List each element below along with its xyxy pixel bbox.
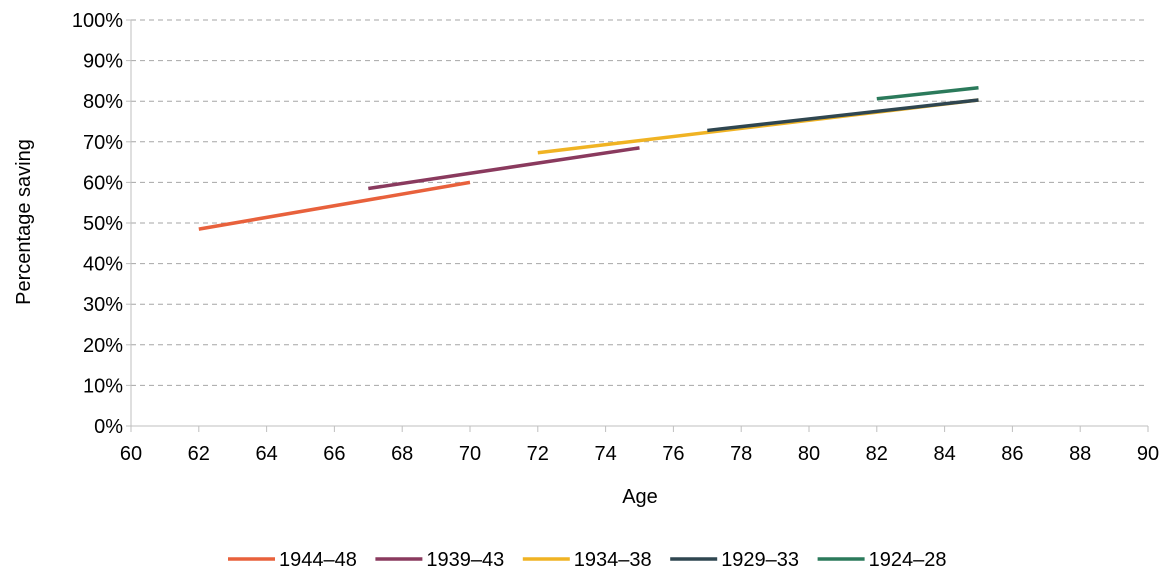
x-axis-title: Age <box>622 486 658 508</box>
x-tick-label: 80 <box>798 443 820 465</box>
legend: 1944–48 1939–43 1934–38 1929–33 1924–28 <box>228 549 946 571</box>
y-tick-label: 50% <box>83 213 123 235</box>
x-tick-label: 66 <box>323 443 345 465</box>
y-tick-label: 90% <box>83 51 123 73</box>
x-tick-label: 76 <box>662 443 684 465</box>
legend-item: 1924–28 <box>817 549 947 571</box>
legend-label: 1939–43 <box>426 549 504 571</box>
x-tick-label: 84 <box>933 443 955 465</box>
legend-item: 1944–48 <box>228 549 357 571</box>
y-tick-label: 20% <box>83 335 123 357</box>
x-tick-label: 72 <box>527 443 549 465</box>
y-tick-label: 100% <box>72 10 123 32</box>
legend-label: 1944–48 <box>279 549 357 571</box>
y-tick-label: 60% <box>83 172 123 194</box>
tick-labels: 0% 10% 20% 30% 40% 50% 60% 70% 80% 90% 100% 60 62 64 6… <box>72 10 1159 465</box>
legend-label: 1924–28 <box>869 549 947 571</box>
legend-label: 1934–38 <box>574 549 652 571</box>
x-tick-label: 62 <box>188 443 210 465</box>
axes <box>126 19 1149 432</box>
legend-label: 1929–33 <box>721 549 799 571</box>
x-tick-label: 74 <box>594 443 616 465</box>
y-tick-label: 0% <box>94 416 123 438</box>
y-axis-title: Percentage saving <box>13 139 35 305</box>
legend-item: 1934–38 <box>522 549 652 571</box>
y-tick-label: 70% <box>83 132 123 154</box>
x-tick-label: 78 <box>730 443 752 465</box>
x-tick-label: 64 <box>255 443 277 465</box>
y-tick-label: 10% <box>83 375 123 397</box>
series-line-1929–33 <box>707 98 979 133</box>
series-line-1924–28 <box>876 86 979 101</box>
y-tick-label: 40% <box>83 254 123 276</box>
x-tick-label: 68 <box>391 443 413 465</box>
y-tick-label: 80% <box>83 91 123 113</box>
gridlines <box>131 19 1148 386</box>
y-tick-label: 30% <box>83 294 123 316</box>
x-tick-label: 70 <box>459 443 481 465</box>
legend-item: 1939–43 <box>375 549 504 571</box>
series-lines <box>198 86 979 231</box>
x-tick-label: 88 <box>1069 443 1091 465</box>
series-line-1944–48 <box>198 180 471 231</box>
legend-item: 1929–33 <box>670 549 799 571</box>
x-tick-label: 60 <box>120 443 142 465</box>
x-tick-label: 90 <box>1137 443 1159 465</box>
x-tick-label: 82 <box>866 443 888 465</box>
x-tick-label: 86 <box>1001 443 1023 465</box>
series-line-1939–43 <box>368 146 640 191</box>
